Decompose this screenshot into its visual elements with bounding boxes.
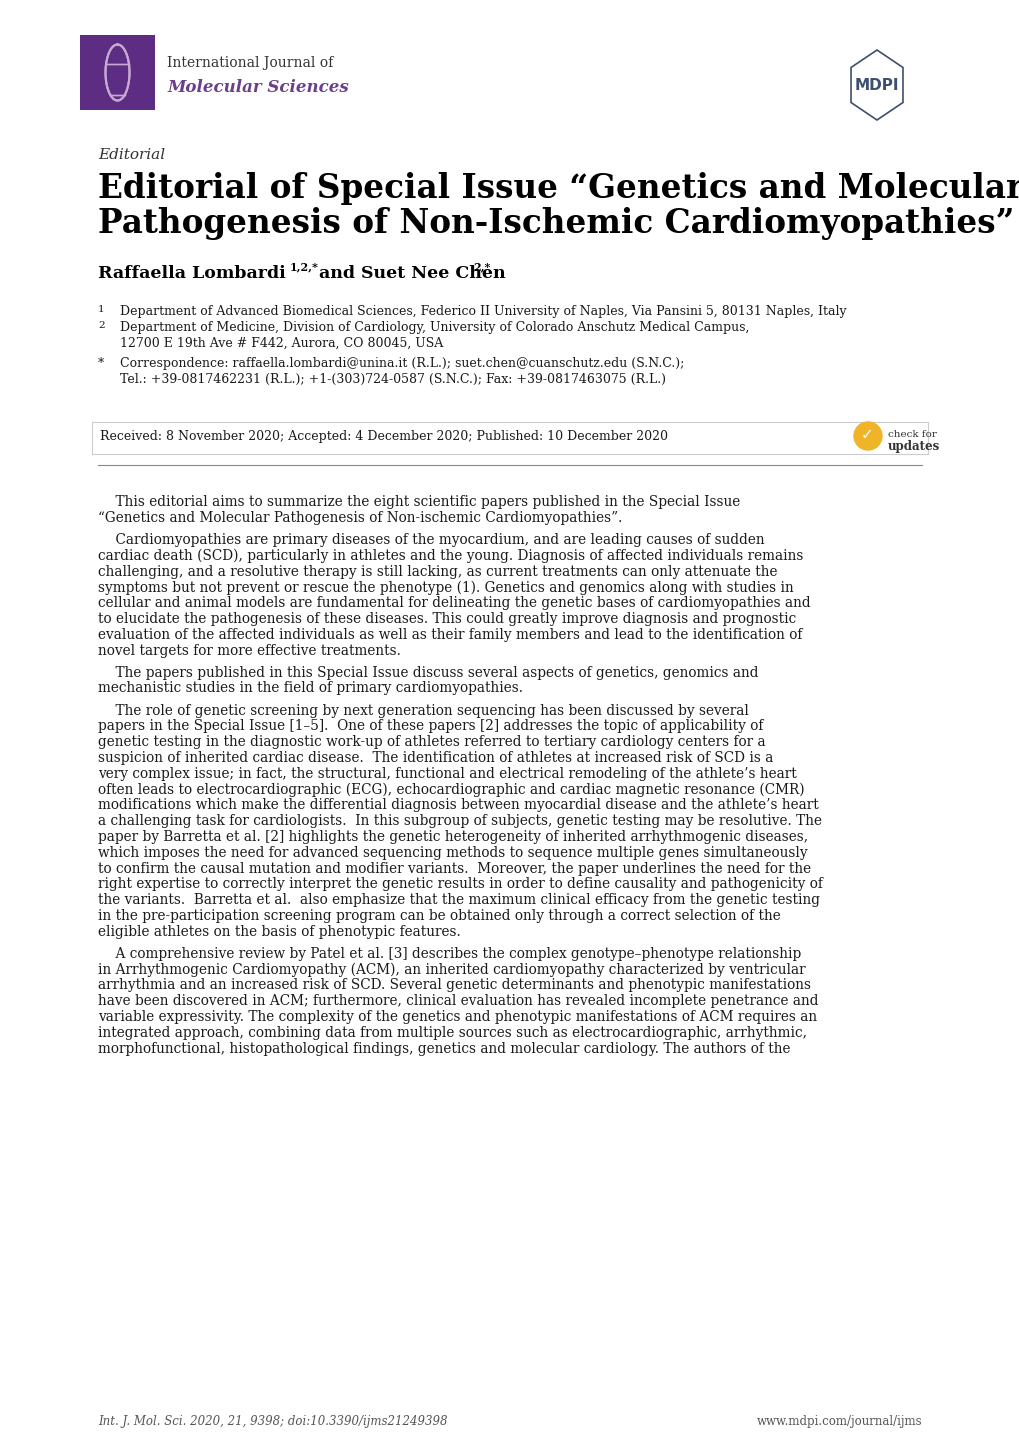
Text: variable expressivity. The complexity of the genetics and phenotypic manifestati: variable expressivity. The complexity of… bbox=[98, 1009, 816, 1024]
Text: www.mdpi.com/journal/ijms: www.mdpi.com/journal/ijms bbox=[756, 1415, 921, 1428]
Text: “Genetics and Molecular Pathogenesis of Non-ischemic Cardiomyopathies”.: “Genetics and Molecular Pathogenesis of … bbox=[98, 510, 622, 525]
Text: genetic testing in the diagnostic work-up of athletes referred to tertiary cardi: genetic testing in the diagnostic work-u… bbox=[98, 735, 765, 750]
Text: This editorial aims to summarize the eight scientific papers published in the Sp: This editorial aims to summarize the eig… bbox=[98, 495, 740, 509]
Text: Editorial of Special Issue “Genetics and Molecular: Editorial of Special Issue “Genetics and… bbox=[98, 172, 1019, 205]
Text: mechanistic studies in the field of primary cardiomyopathies.: mechanistic studies in the field of prim… bbox=[98, 682, 523, 695]
Text: right expertise to correctly interpret the genetic results in order to define ca: right expertise to correctly interpret t… bbox=[98, 877, 822, 891]
Text: morphofunctional, histopathological findings, genetics and molecular cardiology.: morphofunctional, histopathological find… bbox=[98, 1041, 790, 1056]
Text: challenging, and a resolutive therapy is still lacking, as current treatments ca: challenging, and a resolutive therapy is… bbox=[98, 564, 776, 578]
Text: updates: updates bbox=[888, 440, 940, 453]
Text: The papers published in this Special Issue discuss several aspects of genetics, : The papers published in this Special Iss… bbox=[98, 666, 758, 679]
Text: Department of Advanced Biomedical Sciences, Federico II University of Naples, Vi: Department of Advanced Biomedical Scienc… bbox=[120, 306, 846, 319]
Text: to elucidate the pathogenesis of these diseases. This could greatly improve diag: to elucidate the pathogenesis of these d… bbox=[98, 611, 796, 626]
Text: suspicion of inherited cardiac disease.  The identification of athletes at incre: suspicion of inherited cardiac disease. … bbox=[98, 751, 772, 764]
Text: Editorial: Editorial bbox=[98, 149, 165, 162]
Circle shape bbox=[853, 423, 881, 450]
Bar bbox=[79, 35, 155, 110]
Text: integrated approach, combining data from multiple sources such as electrocardiog: integrated approach, combining data from… bbox=[98, 1025, 806, 1040]
Text: often leads to electrocardiographic (ECG), echocardiographic and cardiac magneti: often leads to electrocardiographic (ECG… bbox=[98, 783, 804, 797]
Text: Received: 8 November 2020; Accepted: 4 December 2020; Published: 10 December 202: Received: 8 November 2020; Accepted: 4 D… bbox=[100, 430, 667, 443]
Text: to confirm the causal mutation and modifier variants.  Moreover, the paper under: to confirm the causal mutation and modif… bbox=[98, 861, 810, 875]
Text: which imposes the need for advanced sequencing methods to sequence multiple gene: which imposes the need for advanced sequ… bbox=[98, 846, 807, 859]
Text: 2: 2 bbox=[98, 322, 105, 330]
Text: in Arrhythmogenic Cardiomyopathy (ACM), an inherited cardiomyopathy characterize: in Arrhythmogenic Cardiomyopathy (ACM), … bbox=[98, 963, 805, 978]
Text: check for: check for bbox=[888, 430, 936, 438]
Text: Raffaella Lombardi: Raffaella Lombardi bbox=[98, 265, 285, 283]
Text: 2,*: 2,* bbox=[473, 261, 490, 273]
Text: 12700 E 19th Ave # F442, Aurora, CO 80045, USA: 12700 E 19th Ave # F442, Aurora, CO 8004… bbox=[120, 337, 443, 350]
Text: ✓: ✓ bbox=[860, 427, 872, 443]
Text: and Suet Nee Chen: and Suet Nee Chen bbox=[313, 265, 505, 283]
Text: Pathogenesis of Non-Ischemic Cardiomyopathies”: Pathogenesis of Non-Ischemic Cardiomyopa… bbox=[98, 208, 1013, 239]
Text: A comprehensive review by Patel et al. [3] describes the complex genotype–phenot: A comprehensive review by Patel et al. [… bbox=[98, 947, 801, 960]
Text: Int. J. Mol. Sci. 2020, 21, 9398; doi:10.3390/ijms21249398: Int. J. Mol. Sci. 2020, 21, 9398; doi:10… bbox=[98, 1415, 447, 1428]
Text: modifications which make the differential diagnosis between myocardial disease a: modifications which make the differentia… bbox=[98, 799, 818, 812]
Text: the variants.  Barretta et al.  also emphasize that the maximum clinical efficac: the variants. Barretta et al. also empha… bbox=[98, 893, 819, 907]
Text: cardiac death (SCD), particularly in athletes and the young. Diagnosis of affect: cardiac death (SCD), particularly in ath… bbox=[98, 549, 803, 564]
Text: evaluation of the affected individuals as well as their family members and lead : evaluation of the affected individuals a… bbox=[98, 627, 802, 642]
Text: symptoms but not prevent or rescue the phenotype (1). Genetics and genomics alon: symptoms but not prevent or rescue the p… bbox=[98, 580, 793, 594]
Text: Molecular Sciences: Molecular Sciences bbox=[167, 78, 348, 95]
Text: eligible athletes on the basis of phenotypic features.: eligible athletes on the basis of phenot… bbox=[98, 924, 461, 939]
Text: MDPI: MDPI bbox=[854, 78, 899, 92]
Text: Correspondence: raffaella.lombardi@unina.it (R.L.); suet.chen@cuanschutz.edu (S.: Correspondence: raffaella.lombardi@unina… bbox=[120, 358, 684, 371]
Text: The role of genetic screening by next generation sequencing has been discussed b: The role of genetic screening by next ge… bbox=[98, 704, 748, 718]
Text: paper by Barretta et al. [2] highlights the genetic heterogeneity of inherited a: paper by Barretta et al. [2] highlights … bbox=[98, 831, 807, 844]
Text: have been discovered in ACM; furthermore, clinical evaluation has revealed incom: have been discovered in ACM; furthermore… bbox=[98, 995, 817, 1008]
Text: *: * bbox=[98, 358, 104, 371]
Text: Department of Medicine, Division of Cardiology, University of Colorado Anschutz : Department of Medicine, Division of Card… bbox=[120, 322, 749, 335]
Text: International Journal of: International Journal of bbox=[167, 56, 333, 71]
Text: a challenging task for cardiologists.  In this subgroup of subjects, genetic tes: a challenging task for cardiologists. In… bbox=[98, 815, 821, 828]
Text: very complex issue; in fact, the structural, functional and electrical remodelin: very complex issue; in fact, the structu… bbox=[98, 767, 796, 780]
Text: Tel.: +39-0817462231 (R.L.); +1-(303)724-0587 (S.N.C.); Fax: +39-0817463075 (R.L: Tel.: +39-0817462231 (R.L.); +1-(303)724… bbox=[120, 373, 665, 386]
Bar bbox=[92, 423, 927, 454]
Text: novel targets for more effective treatments.: novel targets for more effective treatme… bbox=[98, 643, 400, 658]
Text: papers in the Special Issue [1–5].  One of these papers [2] addresses the topic : papers in the Special Issue [1–5]. One o… bbox=[98, 720, 762, 734]
Text: 1,2,*: 1,2,* bbox=[289, 261, 319, 273]
Text: 1: 1 bbox=[98, 306, 105, 314]
Text: in the pre-participation screening program can be obtained only through a correc: in the pre-participation screening progr… bbox=[98, 908, 780, 923]
Text: Cardiomyopathies are primary diseases of the myocardium, and are leading causes : Cardiomyopathies are primary diseases of… bbox=[98, 534, 764, 547]
Text: cellular and animal models are fundamental for delineating the genetic bases of : cellular and animal models are fundament… bbox=[98, 596, 810, 610]
Text: arrhythmia and an increased risk of SCD. Several genetic determinants and phenot: arrhythmia and an increased risk of SCD.… bbox=[98, 979, 810, 992]
